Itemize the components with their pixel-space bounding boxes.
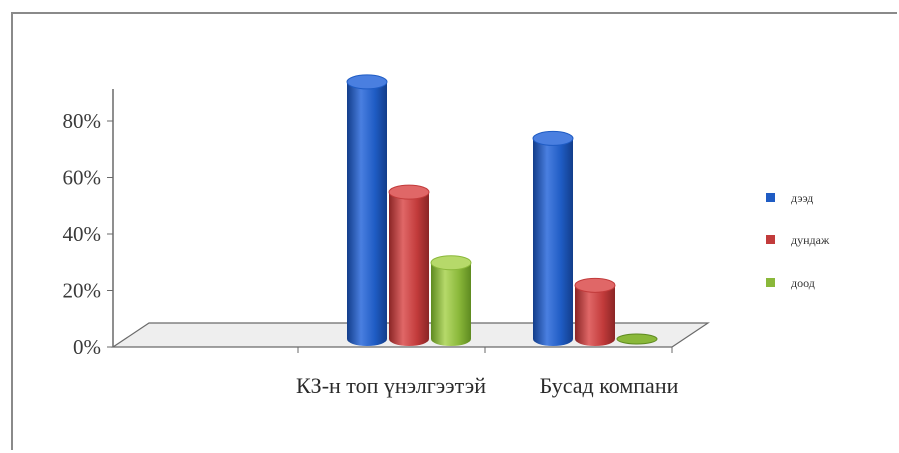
legend-item: доод	[766, 276, 815, 290]
chart-bars	[346, 74, 658, 347]
legend-swatch	[766, 278, 775, 287]
chart-legend: дээд дундаж доод	[766, 191, 830, 290]
legend-swatch	[766, 235, 775, 244]
y-tick-label: 0%	[73, 335, 101, 359]
bar-1-2	[616, 333, 658, 345]
legend-label: дундаж	[791, 233, 830, 247]
chart-frame	[11, 12, 897, 450]
bar-0-0	[346, 74, 388, 347]
legend-item: дээд	[766, 191, 813, 205]
y-tick-label: 60%	[63, 166, 102, 190]
category-label: КЗ-н топ үнэлгээтэй	[296, 373, 486, 398]
legend-item: дундаж	[766, 233, 830, 247]
bar-1-1	[574, 277, 616, 346]
bar-0-1	[388, 184, 430, 346]
legend-label: дээд	[791, 191, 813, 205]
bar-1-0	[532, 130, 574, 346]
y-tick-label: 80%	[63, 109, 102, 133]
bar-0-2	[430, 255, 472, 346]
y-tick-label: 40%	[63, 222, 102, 246]
chart-axes: 0% 20% 40% 60% 80%	[63, 89, 114, 359]
legend-swatch	[766, 193, 775, 202]
category-label: Бусад компани	[540, 373, 679, 398]
legend-label: доод	[791, 276, 815, 290]
chart-labels: КЗ-н топ үнэлгээтэй Бусад компани	[296, 373, 679, 398]
y-tick-label: 20%	[63, 279, 102, 303]
